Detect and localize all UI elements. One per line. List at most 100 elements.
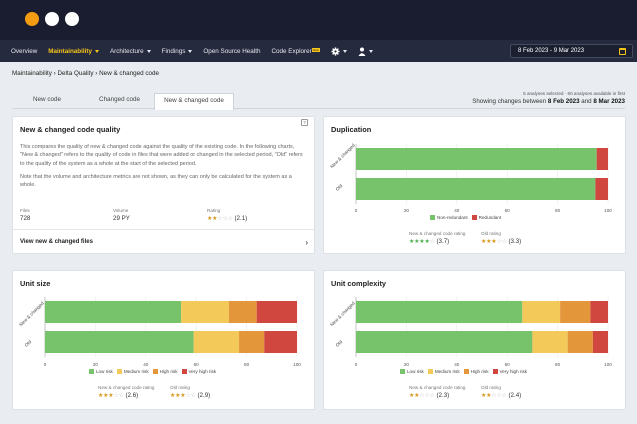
- quality-card: New & changed code quality ? This compar…: [12, 116, 316, 254]
- bar-segment: [356, 331, 533, 353]
- bar-segment: [356, 178, 596, 200]
- duplication-card: Duplication New & changed Old 0 20 40 60 80 1…: [323, 116, 626, 254]
- tick-label: 0: [44, 362, 47, 367]
- unit-size-card: Unit size New & changed Old 0 20 40 60 80 100…: [12, 270, 315, 410]
- rating-value: (2.4): [508, 392, 522, 399]
- card-title: Unit complexity: [331, 279, 387, 288]
- legend-swatch: [152, 369, 158, 374]
- tick-label: 40: [454, 208, 460, 213]
- stat-value: 728: [20, 215, 31, 222]
- beta-badge: beta: [311, 48, 320, 52]
- rating-value: (2.9): [197, 392, 211, 399]
- rating-stat: Rating ★★☆☆☆ (2.1): [207, 208, 247, 222]
- legend-label: Medium risk: [123, 369, 149, 374]
- unit-size-chart: 0 20 40 60 80 100: [44, 297, 301, 367]
- old-rating: Old rating ★★★☆☆ (2.9): [170, 385, 210, 399]
- calendar-icon: [619, 48, 626, 55]
- selection-period: Showing changes between 8 Feb 2023 and 8…: [472, 98, 625, 105]
- tick-label: 0: [355, 362, 358, 367]
- volume-stat: Volume 29 PY: [113, 208, 130, 222]
- nav-open-source-health[interactable]: Open Source Health: [203, 47, 261, 55]
- breadcrumb: Maintainability › Delta Quality › New & …: [12, 70, 159, 77]
- tab-new-code[interactable]: New code: [32, 96, 61, 103]
- date-range-picker[interactable]: 8 Feb 2023 - 9 Mar 2023: [510, 44, 633, 58]
- tab-changed-code[interactable]: Changed code: [99, 96, 140, 103]
- card-title: Duplication: [331, 125, 372, 134]
- period-from: 8 Feb 2023: [547, 98, 580, 105]
- bar-segment: [560, 301, 591, 323]
- star-rating: ★★☆☆☆: [409, 392, 435, 399]
- chevron-down-icon: [188, 49, 193, 53]
- user-menu[interactable]: [358, 47, 373, 56]
- settings-menu[interactable]: [331, 46, 347, 56]
- legend-swatch: [430, 215, 435, 220]
- new-rating: New & changed code rating ★★★★☆ (3.7): [409, 231, 465, 245]
- nav-label: Findings: [161, 47, 186, 55]
- bar-segment: [595, 178, 608, 200]
- bar-segment: [356, 148, 597, 170]
- bar-segment: [45, 301, 182, 323]
- legend-label: High risk: [159, 369, 178, 374]
- link-label: View new & changed files: [20, 239, 93, 245]
- rating-label: New & changed code rating: [409, 231, 466, 236]
- nav-architecture[interactable]: Architecture: [110, 48, 151, 55]
- tick-label: 60: [505, 208, 511, 213]
- rating-value: (3.7): [436, 238, 450, 245]
- stat-label: Files: [20, 208, 30, 213]
- tab-bar: New code Changed code New & changed code: [12, 93, 625, 110]
- bar-segment: [592, 331, 608, 353]
- chevron-down-icon: [94, 49, 99, 53]
- tick-label: 60: [505, 362, 511, 367]
- bar-segment: [567, 331, 593, 353]
- chart-legend: Low risk Medium risk High risk Very high ri…: [396, 369, 527, 374]
- selection-summary: 5 analyses selected · 60 analyses availa…: [523, 91, 625, 96]
- new-rating: New & changed code rating ★★★☆☆ (2.6): [98, 385, 154, 399]
- user-icon: [358, 47, 366, 56]
- close-window-button[interactable]: [25, 12, 39, 26]
- minimize-window-button[interactable]: [45, 12, 59, 26]
- stat-value: (2.1): [234, 215, 248, 222]
- help-icon[interactable]: ?: [301, 119, 308, 126]
- chart-legend: Low risk Medium risk High risk Very high ri…: [85, 369, 216, 374]
- nav-maintainability[interactable]: Maintainability: [48, 48, 99, 55]
- tab-new-and-changed-code[interactable]: New & changed code: [154, 93, 234, 110]
- legend-label: Very high risk: [188, 369, 217, 374]
- legend-swatch: [116, 369, 122, 374]
- star-rating: ★★★☆☆: [481, 238, 507, 245]
- rating-value: (2.6): [125, 392, 139, 399]
- tick-label: 80: [555, 208, 561, 213]
- rating-label: New & changed code rating: [409, 385, 466, 390]
- description-paragraph: Note that the volume and architecture me…: [20, 173, 292, 189]
- old-rating: Old rating ★★☆☆☆ (2.4): [481, 385, 521, 399]
- legend-swatch: [463, 369, 469, 374]
- legend-label: Very high risk: [499, 369, 528, 374]
- nav-code-explorer[interactable]: Code Explorer beta: [271, 48, 320, 55]
- legend-swatch: [181, 369, 187, 374]
- maximize-window-button[interactable]: [65, 12, 79, 26]
- legend-swatch: [471, 215, 477, 220]
- rating-label: Old rating: [481, 385, 501, 390]
- nav-findings[interactable]: Findings: [162, 48, 193, 55]
- chevron-right-icon: ›: [305, 238, 308, 247]
- legend-swatch: [400, 369, 405, 374]
- bar-segment: [532, 331, 568, 353]
- tick-label: 100: [604, 362, 612, 367]
- tick-label: 40: [143, 362, 149, 367]
- bar-segment: [239, 331, 265, 353]
- tick-label: 80: [555, 362, 561, 367]
- chevron-down-icon: [342, 49, 347, 53]
- tick-label: 100: [604, 208, 612, 213]
- unit-complexity-card: Unit complexity New & changed Old 0 20 40 6…: [323, 270, 626, 410]
- tick-label: 20: [404, 208, 410, 213]
- quality-description: This compares the quality of new & chang…: [20, 143, 305, 194]
- tick-label: 60: [194, 362, 200, 367]
- nav-overview[interactable]: Overview: [11, 47, 38, 55]
- period-and: and: [579, 98, 594, 105]
- selection-info: 5 analyses selected · 60 analyses availa…: [472, 91, 625, 105]
- bar-segment: [228, 301, 257, 323]
- legend-label: Redundant: [478, 215, 502, 220]
- view-files-link[interactable]: View new & changed files ›: [13, 229, 316, 254]
- tick-label: 100: [293, 362, 301, 367]
- rating-value: (3.3): [508, 238, 522, 245]
- legend-label: Low risk: [407, 369, 424, 374]
